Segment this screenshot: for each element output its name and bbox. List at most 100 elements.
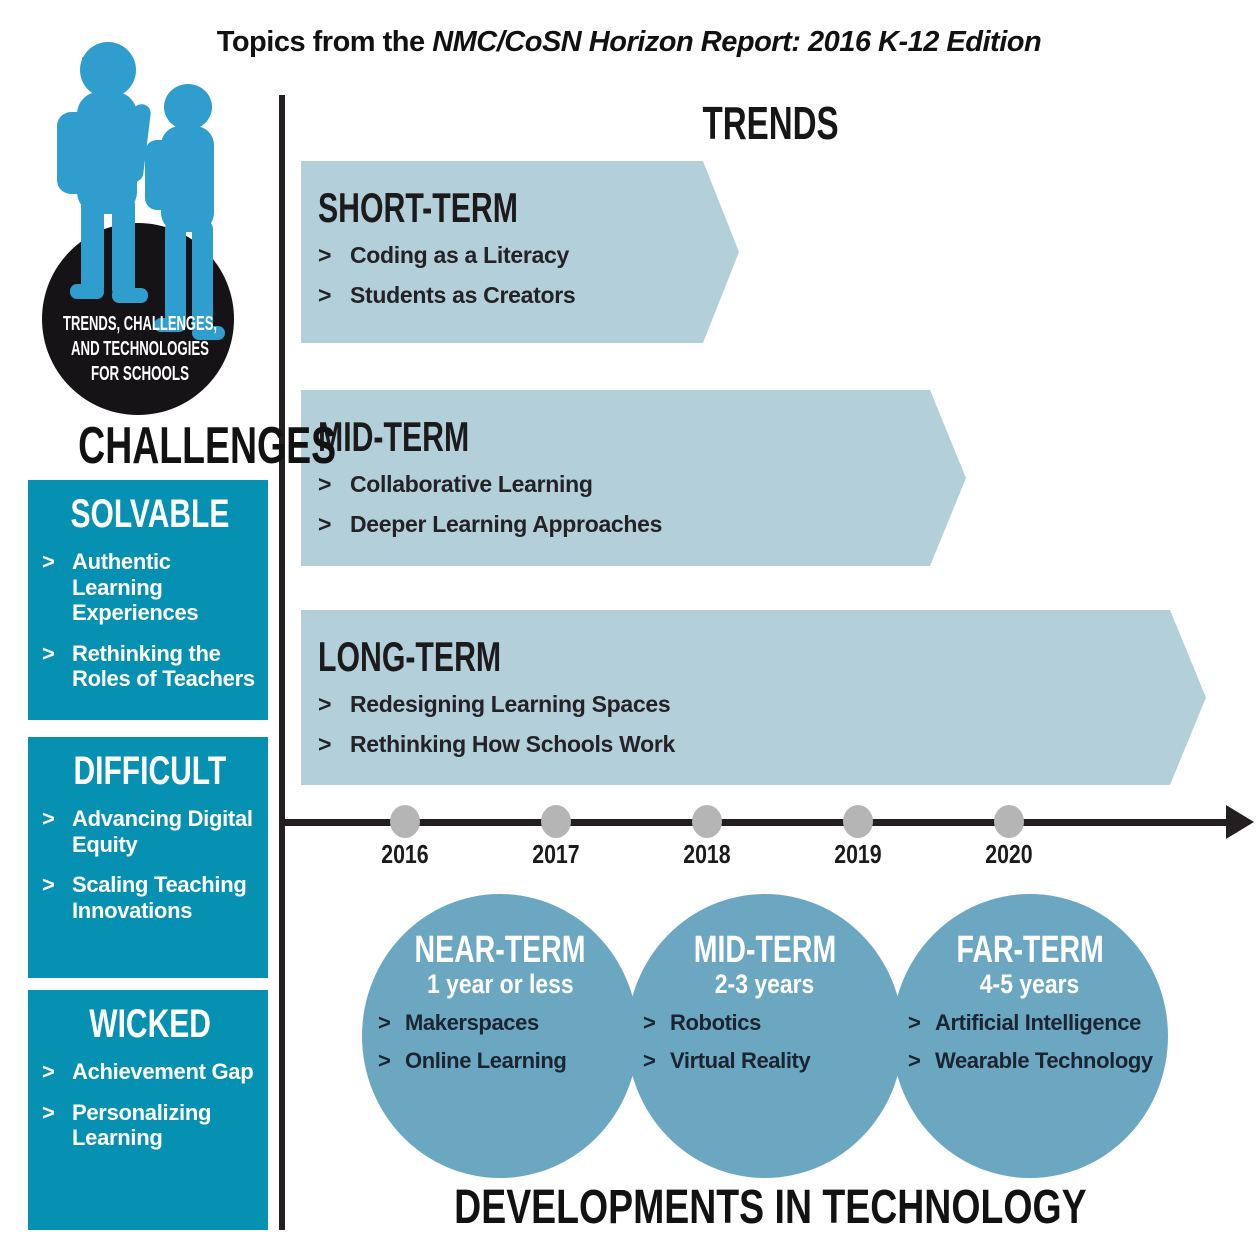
tech-circle-subtitle: 2-3 years [715,969,815,999]
timeline-year-label: 2019 [834,839,882,869]
challenge-title-text: WICKED [89,1002,211,1046]
tech-circle-title: MID-TERM [693,929,837,971]
tech-circle-subtitle: 4-5 years [980,969,1080,999]
list-item-label: Authentic Learning Experiences [72,549,199,626]
trends-section-heading: TRENDS [283,100,1258,146]
list-item: > Coding as a Literacy [318,242,739,269]
bullet-icon: > [42,549,55,574]
developments-heading-text: DEVELOPMENTS IN TECHNOLOGY [454,1181,1087,1234]
tech-circle-near-term: NEAR-TERM 1 year or less > Makerspaces >… [362,894,638,1178]
timeline-dot-2017 [541,805,571,838]
tech-circle-title: FAR-TERM [956,929,1104,971]
bullet-icon: > [318,282,332,308]
timeline-dot-2018 [692,805,722,838]
list-item-label: Scaling Teaching Innovations [72,872,247,923]
challenges-heading-text: CHALLENGES [78,417,337,475]
trends-challenges-technologies-logo: TRENDS, CHALLENGES, AND TECHNOLOGIES FOR… [42,42,234,415]
trend-arrow-title: LONG-TERM [318,633,502,680]
trend-items: > Redesigning Learning Spaces > Rethinki… [318,691,1206,758]
trend-items: > Collaborative Learning > Deeper Learni… [318,471,966,538]
bullet-icon: > [643,1010,656,1035]
list-item-label: Online Learning [405,1048,567,1073]
list-item: > Achievement Gap [42,1059,258,1085]
tech-circle-mid-term: MID-TERM 2-3 years > Robotics > Virtual … [627,894,903,1178]
page-title-report-name: NMC/CoSN Horizon Report: 2016 K-12 Editi… [432,26,1042,58]
bullet-icon: > [318,691,332,717]
trend-arrow-short-term: SHORT-TERM > Coding as a Literacy > Stud… [301,161,739,343]
challenge-items: > Achievement Gap > Personalizing Learni… [42,1059,258,1151]
logo-text: TRENDS, CHALLENGES, AND TECHNOLOGIES FOR… [63,313,217,385]
list-item: > Redesigning Learning Spaces [318,691,1206,718]
list-item: > Rethinking How Schools Work [318,731,1206,758]
list-item: > Artificial Intelligence [908,1010,1168,1036]
timeline-axis [283,819,1228,826]
list-item-label: Artificial Intelligence [935,1010,1141,1035]
challenge-title-text: SOLVABLE [70,492,230,536]
list-item: > Virtual Reality [643,1048,903,1074]
list-item-label: Wearable Technology [935,1048,1153,1073]
challenge-box-title: DIFFICULT [42,751,258,791]
timeline-dot-2019 [843,805,873,838]
trend-items: > Coding as a Literacy > Students as Cre… [318,242,739,309]
list-item-label: Collaborative Learning [350,471,593,497]
bullet-icon: > [908,1010,921,1035]
bullet-icon: > [42,1059,55,1084]
tech-items: > Robotics > Virtual Reality [627,1010,903,1074]
trend-arrow-title: MID-TERM [318,413,470,460]
trends-heading-text: TRENDS [702,97,839,149]
timeline-arrowhead-icon [1226,805,1254,839]
developments-section-heading: DEVELOPMENTS IN TECHNOLOGY [283,1184,1258,1232]
challenges-section-heading: CHALLENGES [28,420,336,472]
bullet-icon: > [318,471,332,497]
vertical-divider [279,95,285,1230]
challenge-box-title: SOLVABLE [42,494,258,534]
logo-text-line3: FOR SCHOOLS [91,363,189,385]
timeline-year-label: 2020 [985,839,1033,869]
list-item-label: Makerspaces [405,1010,539,1035]
list-item-label: Advancing Digital Equity [72,806,253,857]
list-item: > Advancing Digital Equity [42,806,258,857]
tech-circle-title: NEAR-TERM [414,929,586,971]
tech-items: > Makerspaces > Online Learning [362,1010,638,1074]
list-item: > Personalizing Learning [42,1100,258,1151]
timeline-dot-2020 [994,805,1024,838]
list-item: > Rethinking the Roles of Teachers [42,641,258,692]
tech-circle-far-term: FAR-TERM 4-5 years > Artificial Intellig… [892,894,1168,1178]
list-item: > Robotics [643,1010,903,1036]
challenge-box-title: WICKED [42,1004,258,1044]
list-item-label: Coding as a Literacy [350,242,569,268]
challenge-box-difficult: DIFFICULT > Advancing Digital Equity > S… [28,737,268,978]
children-silhouettes-icon [57,42,225,340]
bullet-icon: > [378,1010,391,1035]
list-item: > Makerspaces [378,1010,638,1036]
logo-text-line2: AND TECHNOLOGIES [71,338,209,360]
bullet-icon: > [318,731,332,757]
bullet-icon: > [378,1048,391,1073]
list-item-label: Students as Creators [350,282,576,308]
list-item-label: Redesigning Learning Spaces [350,691,671,717]
bullet-icon: > [318,242,332,268]
page-title-prefix: Topics from the [216,26,433,58]
list-item-label: Rethinking How Schools Work [350,731,675,757]
page-title: Topics from the NMC/CoSN Horizon Report:… [0,26,1258,59]
list-item: > Authentic Learning Experiences [42,549,258,626]
challenge-box-wicked: WICKED > Achievement Gap > Personalizing… [28,990,268,1230]
tech-circle-subtitle: 1 year or less [426,969,574,999]
timeline-dot-2016 [390,805,420,838]
list-item: > Collaborative Learning [318,471,966,498]
trend-arrow-long-term: LONG-TERM > Redesigning Learning Spaces … [301,610,1206,785]
bullet-icon: > [42,872,55,898]
list-item-label: Robotics [670,1010,761,1035]
list-item: > Students as Creators [318,282,739,309]
bullet-icon: > [908,1048,921,1073]
list-item-label: Rethinking the Roles of Teachers [72,640,255,692]
bullet-icon: > [42,806,55,831]
list-item-label: Deeper Learning Approaches [350,511,663,537]
timeline-year-label: 2018 [683,839,731,869]
bullet-icon: > [318,511,332,537]
bullet-icon: > [643,1048,656,1073]
challenge-items: > Authentic Learning Experiences > Rethi… [42,549,258,692]
tech-items: > Artificial Intelligence > Wearable Tec… [892,1010,1168,1074]
trend-arrow-title: SHORT-TERM [318,184,518,231]
